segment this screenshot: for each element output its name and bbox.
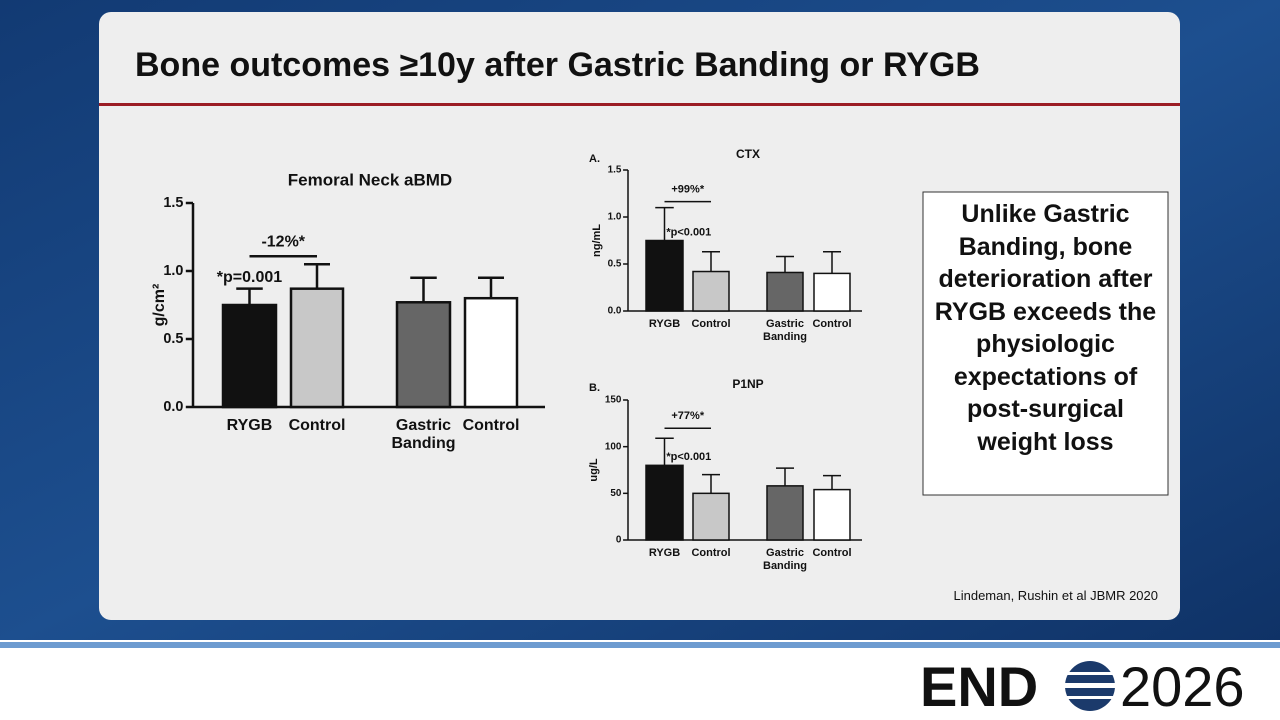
y-axis-label: g/cm²: [151, 284, 168, 327]
x-tick-label-wrap: Control: [691, 547, 731, 559]
chart-title: CTX: [736, 147, 760, 161]
slide-panel: [99, 12, 1180, 620]
panel-label: A.: [589, 153, 600, 165]
x-tick-label: RYGB: [226, 417, 273, 434]
bar: [289, 287, 345, 409]
y-tick-label: 0.0: [608, 306, 622, 317]
bar: [766, 271, 804, 312]
bracket-label: +77%*: [671, 410, 704, 422]
bar: [395, 301, 452, 409]
y-tick-label: 1.0: [608, 212, 622, 223]
x-tick-label-wrap: Control: [288, 417, 346, 434]
bracket-label: +99%*: [671, 184, 704, 196]
y-tick-label: 0: [616, 535, 622, 546]
footer-stripe: [0, 642, 1280, 648]
x-tick-label: Gastric Banding: [391, 417, 456, 453]
bar: [692, 270, 730, 312]
p-label: *p<0.001: [666, 451, 711, 463]
callout-text: Unlike Gastric Banding, bone deteriorati…: [934, 200, 1157, 456]
y-tick-label: 50: [610, 488, 621, 499]
logo-globe: [1064, 661, 1116, 711]
x-tick-label-wrap: RYGB: [648, 547, 681, 559]
x-tick-label: RYGB: [648, 547, 681, 559]
x-tick-label: Control: [812, 318, 852, 330]
y-tick-label: 0.5: [608, 259, 622, 270]
x-tick-label: Control: [462, 417, 520, 434]
bar: [645, 239, 684, 312]
y-axis-label: ug/L: [588, 458, 600, 481]
y-axis-label: ng/mL: [591, 224, 603, 257]
x-tick-label-wrap: Control: [812, 547, 852, 559]
y-tick-label: 1.5: [163, 195, 183, 211]
citation: Lindeman, Rushin et al JBMR 2020: [953, 588, 1158, 603]
title-rule: [99, 103, 1180, 106]
p-label: *p=0.001: [217, 269, 282, 286]
bracket-label: -12%*: [261, 233, 305, 250]
slide-title: Bone outcomes ≥10y after Gastric Banding…: [135, 46, 980, 84]
x-tick-label: Control: [288, 417, 346, 434]
x-tick-label: RYGB: [648, 318, 681, 330]
x-tick-label-wrap: Gastric Banding: [763, 547, 807, 572]
chart-title: P1NP: [732, 377, 763, 391]
x-tick-label: Gastric Banding: [763, 318, 807, 343]
logo-right: 2026: [1120, 655, 1245, 718]
y-tick-label: 100: [605, 441, 622, 452]
bar: [766, 485, 804, 541]
x-tick-label-wrap: Control: [812, 318, 852, 330]
p-label: *p<0.001: [666, 226, 711, 238]
logo-left: END: [920, 655, 1038, 718]
bar: [221, 303, 278, 409]
x-tick-label-wrap: RYGB: [226, 417, 273, 434]
x-tick-label-wrap: Gastric Banding: [391, 417, 456, 453]
chart-title: Femoral Neck aBMD: [288, 170, 452, 189]
y-tick-label: 0.0: [163, 399, 183, 415]
x-tick-label: Control: [812, 547, 852, 559]
y-tick-label: 1.5: [608, 165, 622, 176]
y-tick-label: 0.5: [163, 331, 183, 347]
y-tick-label: 150: [605, 395, 622, 406]
bar: [813, 272, 851, 312]
bar: [813, 488, 851, 541]
callout-wrap: Unlike Gastric Banding, bone deteriorati…: [934, 200, 1157, 456]
x-tick-label: Control: [691, 318, 731, 330]
bar: [463, 296, 519, 409]
x-tick-label: Gastric Banding: [763, 547, 807, 572]
bar: [692, 492, 730, 541]
panel-label: B.: [589, 382, 600, 394]
x-tick-label-wrap: Control: [691, 318, 731, 330]
x-tick-label-wrap: RYGB: [648, 318, 681, 330]
y-tick-label: 1.0: [163, 263, 183, 279]
bar: [645, 464, 684, 541]
callout-box: [922, 191, 1169, 496]
x-tick-label-wrap: Control: [462, 417, 520, 434]
x-tick-label: Control: [691, 547, 731, 559]
x-tick-label-wrap: Gastric Banding: [763, 318, 807, 343]
